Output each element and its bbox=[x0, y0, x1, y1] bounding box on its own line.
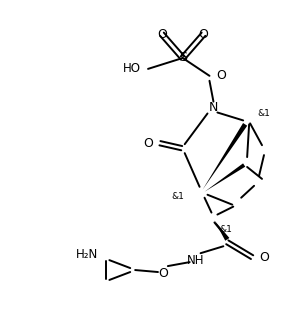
Text: NH: NH bbox=[187, 254, 204, 267]
Text: &1: &1 bbox=[172, 192, 185, 201]
Text: H₂N: H₂N bbox=[76, 248, 99, 261]
Text: O: O bbox=[199, 28, 208, 41]
Text: HO: HO bbox=[123, 62, 141, 75]
Polygon shape bbox=[204, 163, 245, 192]
Text: O: O bbox=[158, 267, 168, 280]
Text: &1: &1 bbox=[257, 109, 270, 118]
Text: S: S bbox=[179, 51, 187, 64]
Text: O: O bbox=[143, 137, 153, 150]
Text: &1: &1 bbox=[219, 225, 232, 234]
Polygon shape bbox=[215, 220, 230, 241]
Text: O: O bbox=[216, 69, 226, 82]
Polygon shape bbox=[203, 123, 247, 190]
Text: O: O bbox=[259, 251, 269, 264]
Text: N: N bbox=[209, 101, 218, 114]
Text: O: O bbox=[157, 28, 167, 41]
